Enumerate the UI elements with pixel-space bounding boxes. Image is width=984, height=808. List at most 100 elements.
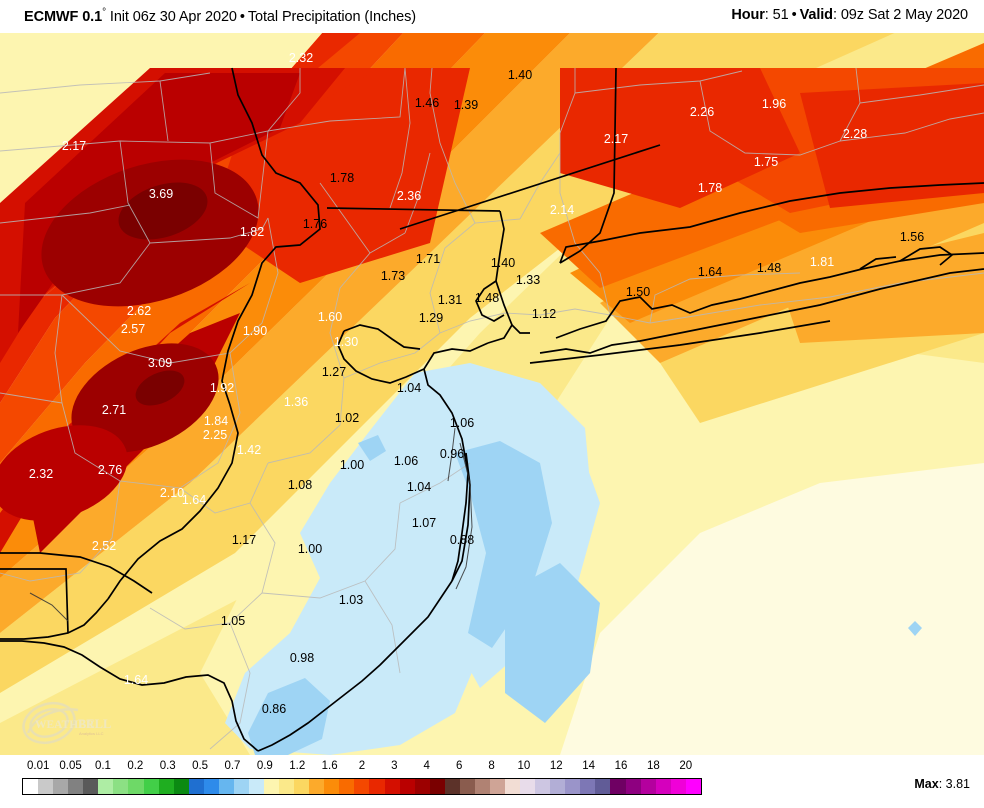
hour-value: 51 [772,7,789,23]
legend-swatch-18[interactable] [294,779,310,794]
legend-swatch-5[interactable] [98,779,114,794]
contour-speck-offshore [908,621,922,636]
header-title-left: ECMWF 0.1° Init 06z 30 Apr 2020 • Total Pr… [24,7,416,25]
legend-swatch-1[interactable] [38,779,54,794]
legend-swatch-6[interactable] [113,779,129,794]
max-value-text: 3.81 [945,777,970,791]
contour-band-7-ne2 [800,83,984,208]
legend-swatch-42[interactable] [655,779,671,794]
max-value-label: Max: 3.81 [914,777,970,791]
watermark-brand-sub: Analytics LLC [79,731,104,736]
legend-tick-0: 0.01 [26,760,50,772]
legend-swatch-27[interactable] [429,779,445,794]
legend-tick-9: 1.6 [321,760,338,772]
legend-swatch-28[interactable] [444,779,460,794]
field-name: Total Precipitation (Inches) [247,8,416,25]
legend-swatch-29[interactable] [459,779,475,794]
contour-band-7-ne1 [560,68,800,208]
legend-swatch-43[interactable] [670,779,686,794]
legend-swatch-30[interactable] [474,779,490,794]
model-name: ECMWF 0.1 [24,8,103,25]
legend-swatch-40[interactable] [625,779,641,794]
contour-band-blue-deeper-2 [248,678,330,755]
legend-swatch-8[interactable] [143,779,159,794]
legend-swatch-37[interactable] [580,779,596,794]
legend-swatch-2[interactable] [53,779,69,794]
legend-swatch-16[interactable] [264,779,280,794]
legend-swatch-19[interactable] [309,779,325,794]
legend-swatch-22[interactable] [354,779,370,794]
state-border-group [0,67,984,752]
legend-tick-14: 8 [488,760,495,772]
contour-band-8 [0,68,345,363]
contour-core-369-inner [118,182,208,240]
legend-tick-13: 6 [455,760,463,772]
legend-swatch-33[interactable] [520,779,536,794]
legend-swatch-31[interactable] [489,779,505,794]
legend-tick-labels: 0.01 0.05 0.1 0.2 0.3 0.5 0.7 0.9 1.2 1.6 2 3 4 6 8 10 1… [22,760,702,776]
legend-swatch-38[interactable] [595,779,611,794]
header-bullet-1: • [239,8,245,25]
header-title-right: Hour: 51 • Valid: 09z Sat 2 May 2020 [731,7,968,23]
legend-swatch-11[interactable] [188,779,204,794]
legend-swatch-20[interactable] [324,779,340,794]
color-legend: 0.01 0.05 0.1 0.2 0.3 0.5 0.7 0.9 1.2 1.6 2 3 4 6 8 10 1… [0,758,984,808]
contour-core-271 [0,425,128,521]
contour-band-9 [18,73,300,333]
legend-swatch-9[interactable] [158,779,174,794]
legend-tick-19: 18 [647,760,660,772]
watermark-brand-left: WEATHER [35,719,95,731]
legend-swatch-17[interactable] [279,779,295,794]
degree-symbol: ° [102,7,106,18]
legend-swatch-24[interactable] [384,779,400,794]
legend-color-bar[interactable] [22,778,702,795]
legend-tick-11: 3 [391,760,398,772]
contour-band-3 [0,33,659,633]
legend-swatch-14[interactable] [233,779,249,794]
legend-swatch-32[interactable] [505,779,521,794]
contour-band-blue-deeper-3 [505,563,600,723]
legend-swatch-13[interactable] [218,779,234,794]
max-colon: : [938,777,943,791]
legend-swatch-7[interactable] [128,779,144,794]
legend-swatch-15[interactable] [248,779,264,794]
legend-swatch-35[interactable] [550,779,566,794]
hour-label: Hour [731,7,765,23]
legend-swatch-36[interactable] [565,779,581,794]
legend-swatch-3[interactable] [68,779,84,794]
legend-tick-17: 14 [582,760,596,772]
legend-tick-3: 0.2 [127,760,144,772]
precipitation-contour-svg [0,33,984,755]
legend-tick-5: 0.5 [192,760,209,772]
header-bullet-2: • [791,7,797,23]
legend-tick-1: 0.05 [59,760,82,772]
legend-swatch-26[interactable] [414,779,430,794]
legend-tick-12: 4 [423,760,430,772]
legend-swatch-44[interactable] [685,779,701,794]
legend-swatch-0[interactable] [23,779,39,794]
legend-swatch-23[interactable] [369,779,385,794]
legend-swatch-21[interactable] [339,779,355,794]
legend-tick-7: 0.9 [256,760,273,772]
legend-tick-10: 2 [358,760,366,772]
river-lines-group [29,427,473,622]
contour-band-2 [0,33,895,693]
precipitation-map[interactable]: 2.32 1.40 1.46 1.39 2.26 1.96 2.17 2.28 2.17 1.75… [0,33,984,755]
legend-swatch-4[interactable] [83,779,99,794]
legend-tick-2: 0.1 [94,760,111,772]
contour-lobe-pale-offshore [560,463,984,755]
legend-tick-20: 20 [679,760,693,772]
watermark-brand-right: BELL [78,717,111,731]
legend-swatch-34[interactable] [535,779,551,794]
legend-swatch-39[interactable] [610,779,626,794]
legend-swatch-25[interactable] [399,779,415,794]
legend-swatch-41[interactable] [640,779,656,794]
legend-swatch-10[interactable] [173,779,189,794]
valid-colon: : [832,7,837,23]
legend-tick-8: 1.2 [289,760,306,772]
valid-label: Valid [799,7,833,23]
legend-swatch-12[interactable] [203,779,219,794]
header-bar: ECMWF 0.1° Init 06z 30 Apr 2020 • Total Pr… [0,0,984,33]
weatherbell-watermark: WEATHER BELL Analytics LLC [22,701,111,745]
contour-core-309-inner [135,370,185,406]
